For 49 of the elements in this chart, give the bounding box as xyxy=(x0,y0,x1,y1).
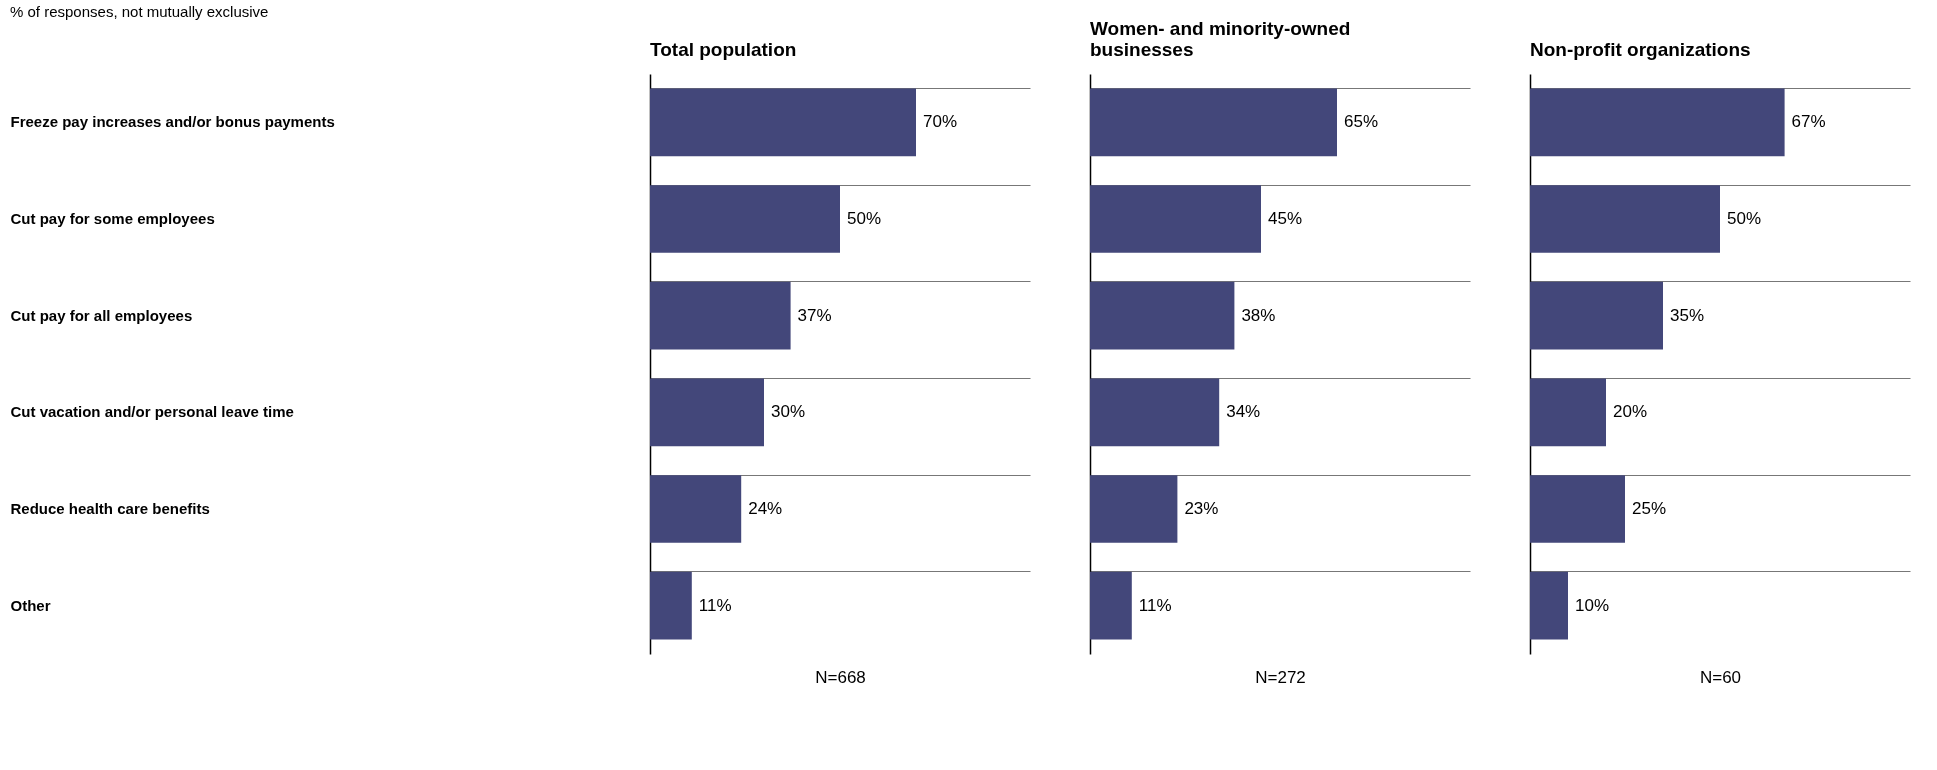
y-tick-label: Reduce health care benefits xyxy=(10,500,210,517)
data-label: 10% xyxy=(1575,595,1610,615)
bar xyxy=(1530,378,1606,447)
y-tick-label: Freeze pay increases and/or bonus payments xyxy=(10,113,335,131)
text: N=272 xyxy=(1255,667,1306,687)
y-tick-label: Cut pay for all employees xyxy=(10,306,193,324)
data-label: 11% xyxy=(698,595,732,615)
data-label: 50% xyxy=(1727,209,1762,228)
bar xyxy=(650,88,916,157)
data-label: 37% xyxy=(797,305,832,325)
chart-title: Non-profit organizations xyxy=(1530,39,1751,60)
data-label: 11% xyxy=(1138,595,1172,615)
data-label: 38% xyxy=(1241,305,1276,325)
text: N=60 xyxy=(1699,667,1742,687)
bar xyxy=(1090,378,1220,447)
data-label: 67% xyxy=(1791,112,1826,132)
data-label: 20% xyxy=(1613,402,1648,422)
bar xyxy=(1530,185,1720,253)
y-tick-label: Cut pay for some employees xyxy=(10,210,215,227)
chart-title: Women- and minority-owned businesses xyxy=(1090,18,1351,60)
bar xyxy=(650,378,764,447)
data-label: 35% xyxy=(1670,305,1705,325)
chart-title: Total population xyxy=(650,39,797,60)
bar xyxy=(650,281,791,350)
bar xyxy=(650,475,742,543)
data-label: 45% xyxy=(1268,209,1303,228)
bar xyxy=(1530,281,1663,350)
data-label: 30% xyxy=(771,402,806,422)
data-label: 70% xyxy=(923,112,958,132)
data-label: 24% xyxy=(748,499,783,518)
data-label: 25% xyxy=(1632,499,1667,518)
bar xyxy=(650,185,840,253)
bar xyxy=(1090,185,1261,253)
bar xyxy=(1090,88,1337,157)
text: % of responses, not mutually exclusive xyxy=(10,3,269,20)
data-label: 34% xyxy=(1226,402,1261,422)
bar xyxy=(1090,281,1235,350)
bar xyxy=(1530,475,1625,543)
bar xyxy=(1530,571,1568,640)
data-label: 50% xyxy=(847,209,882,228)
bar xyxy=(650,571,692,640)
bar xyxy=(1090,475,1178,543)
y-tick-label: Other xyxy=(10,596,51,614)
y-tick-label: Cut vacation and/or personal leave time xyxy=(10,403,294,421)
data-label: 65% xyxy=(1344,112,1379,132)
text: N=668 xyxy=(815,667,866,687)
data-label: 23% xyxy=(1184,499,1219,518)
bar xyxy=(1530,88,1785,157)
bar xyxy=(1090,571,1132,640)
